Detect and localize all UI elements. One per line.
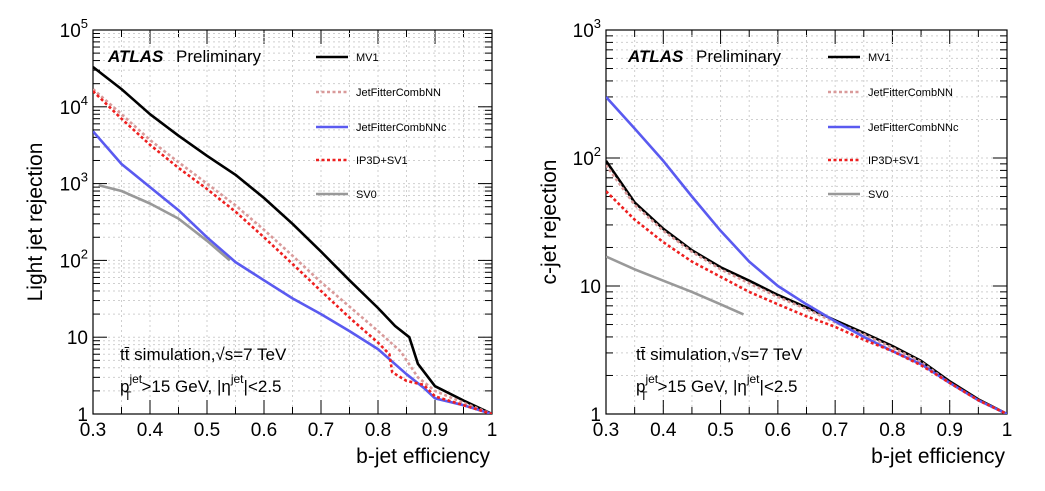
x-tick-label: 0.4	[137, 420, 164, 441]
series-line-jetfittercombnn	[93, 88, 492, 414]
note-part: jet	[644, 372, 658, 386]
y-tick-base: 10	[60, 251, 81, 272]
y-tick-label: 1	[77, 405, 88, 426]
series-line-jetfittercombnn	[606, 164, 1007, 414]
y-tick-base: 10	[60, 175, 81, 196]
note-part: jet	[746, 372, 760, 386]
grid	[92, 29, 493, 415]
x-tick-label: 0.6	[251, 420, 277, 441]
chart-panel-1: 0.3 0.4 0.5 0.6 0.7 0.8 0.9 1110102103104105b-j…	[24, 16, 497, 468]
y-tick-exponent: 5	[81, 16, 88, 31]
legend-label: MV1	[868, 52, 891, 64]
x-tick-label: 0.9	[937, 420, 963, 441]
x-tick-label: 1	[487, 420, 498, 441]
series-line-mv1	[93, 65, 492, 414]
y-tick-label: 103	[573, 16, 601, 42]
x-tick-label: 0.5	[194, 420, 220, 441]
note-part: p	[636, 377, 645, 396]
x-tick-label: 0.4	[650, 420, 677, 441]
y-tick-label: 10	[67, 328, 88, 349]
plot-frame	[92, 29, 493, 415]
y-tick-exponent: 2	[81, 246, 88, 261]
y-tick-label: 103	[60, 170, 88, 196]
legend: MV1 JetFitterCombNN JetFitterCombNNc IP3D+S…	[316, 52, 447, 201]
note-part: p	[120, 377, 129, 396]
note-part: >15 GeV, |η	[658, 377, 747, 396]
note-part: T	[124, 389, 132, 403]
x-tick-label: 0.5	[707, 420, 733, 441]
series-line-jetfittercombnnc	[93, 130, 492, 414]
series-line-sv0	[606, 255, 745, 316]
x-tick-label: 0.9	[422, 420, 448, 441]
kinematic-cut-note: pjet T >15 GeV, |ηjet|<2.5	[636, 372, 798, 403]
legend-label: MV1	[356, 52, 379, 64]
legend-label: JetFitterCombNN	[356, 87, 441, 99]
x-tick-label: 0.6	[765, 420, 791, 441]
series-line-mv1	[606, 160, 1007, 414]
y-axis-title: c-jet rejection	[538, 160, 561, 285]
legend-label: JetFitterCombNN	[868, 87, 953, 99]
x-tick-label: 0.3	[80, 420, 106, 441]
note-part: jet	[128, 372, 142, 386]
simulation-note: tt̄ simulation,√s=7 TeV	[120, 345, 287, 364]
preliminary-label: Preliminary	[696, 47, 782, 66]
series-line-sv0	[98, 184, 231, 262]
series-line-ip3d-sv1	[93, 90, 492, 414]
y-tick-label: 104	[60, 93, 88, 119]
note-part: T	[640, 389, 648, 403]
atlas-label: ATLAS	[107, 47, 164, 66]
note-part: |<2.5	[760, 377, 798, 396]
y-tick-base: 10	[573, 21, 594, 42]
kinematic-cut-note: pjet T >15 GeV, |ηjet|<2.5	[120, 372, 282, 403]
x-tick-label: 0.3	[593, 420, 619, 441]
plot-frame	[605, 29, 1008, 415]
series-lines	[93, 65, 492, 414]
x-tick-label: 0.7	[308, 420, 334, 441]
legend-label: JetFitterCombNNc	[356, 122, 447, 134]
legend: MV1 JetFitterCombNN JetFitterCombNNc IP3D+S…	[828, 52, 959, 201]
legend-label: SV0	[356, 189, 377, 201]
legend-label: IP3D+SV1	[356, 155, 408, 167]
note-part: |<2.5	[244, 377, 282, 396]
series-lines	[606, 96, 1007, 414]
y-tick-label: 102	[60, 246, 88, 272]
x-tick-label: 0.7	[822, 420, 848, 441]
legend-label: IP3D+SV1	[868, 155, 920, 167]
series-line-ip3d-sv1	[606, 190, 1007, 414]
x-axis-title: b-jet efficiency	[356, 445, 490, 468]
y-tick-exponent: 4	[81, 93, 88, 108]
grid	[605, 29, 1008, 415]
y-tick-base: 10	[573, 149, 594, 170]
y-tick-base: 10	[60, 21, 81, 42]
legend-label: JetFitterCombNNc	[868, 122, 959, 134]
y-tick-exponent: 3	[594, 16, 601, 31]
x-tick-label: 1	[1002, 420, 1013, 441]
note-part: >15 GeV, |η	[142, 377, 231, 396]
y-axis-title: Light jet rejection	[24, 143, 47, 302]
preliminary-label: Preliminary	[176, 47, 262, 66]
y-tick-label: 1	[590, 405, 601, 426]
legend-label: SV0	[868, 189, 889, 201]
x-axis-title: b-jet efficiency	[871, 445, 1005, 468]
x-tick-label: 0.8	[365, 420, 391, 441]
y-tick-label: 10	[580, 277, 601, 298]
atlas-label: ATLAS	[627, 47, 684, 66]
y-tick-exponent: 3	[81, 170, 88, 185]
simulation-note: tt̄ simulation,√s=7 TeV	[636, 345, 803, 364]
y-tick-exponent: 2	[594, 144, 601, 159]
note-part: jet	[230, 372, 244, 386]
y-tick-label: 102	[573, 144, 601, 170]
y-tick-base: 10	[60, 98, 81, 119]
x-tick-label: 0.8	[879, 420, 905, 441]
y-tick-label: 105	[60, 16, 88, 42]
